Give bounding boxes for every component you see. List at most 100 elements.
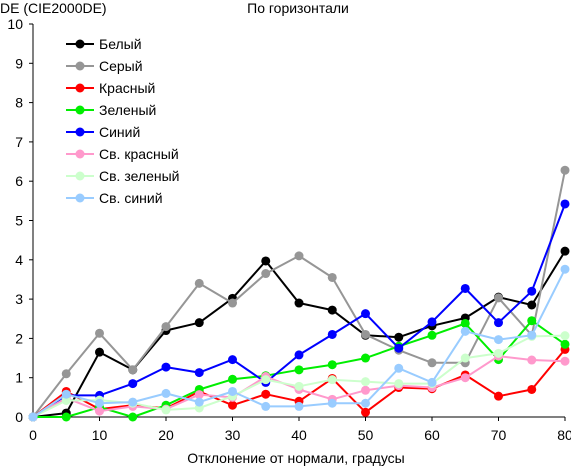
data-point — [161, 322, 171, 332]
data-point — [327, 360, 337, 370]
data-point — [28, 412, 38, 422]
data-point — [460, 373, 470, 383]
data-point — [161, 405, 171, 415]
legend-swatch-marker — [75, 83, 85, 93]
data-point — [361, 329, 370, 339]
data-point — [460, 353, 470, 363]
data-point — [95, 328, 104, 338]
y-tick-label: 0 — [15, 409, 23, 425]
y-tick-label: 4 — [15, 252, 23, 268]
y-tick-label: 1 — [15, 370, 23, 386]
data-point — [361, 309, 370, 319]
data-point — [327, 375, 337, 385]
y-tick-label: 2 — [15, 330, 23, 346]
data-point — [228, 400, 237, 410]
data-point — [560, 165, 570, 175]
data-point — [494, 348, 503, 358]
data-point — [361, 353, 370, 363]
data-point — [527, 330, 537, 340]
data-point — [560, 264, 570, 274]
data-point — [427, 330, 437, 340]
y-axis-label: DE (CIE2000DE) — [0, 0, 107, 16]
data-point — [560, 246, 570, 256]
legend-swatch-marker — [75, 61, 85, 71]
legend-swatch-marker — [75, 171, 85, 181]
data-point — [194, 390, 204, 400]
data-point — [494, 318, 503, 328]
data-point — [427, 358, 437, 368]
data-point — [128, 397, 138, 407]
data-point — [527, 286, 537, 296]
legend-item: Красный — [66, 80, 155, 96]
data-point — [228, 374, 237, 384]
legend-label: Св. красный — [99, 146, 179, 162]
data-point — [294, 251, 304, 261]
series — [28, 246, 570, 422]
legend-item: Белый — [66, 36, 142, 52]
data-point — [327, 305, 337, 315]
x-tick-label: 20 — [158, 427, 174, 443]
series-line — [32, 170, 566, 418]
data-point — [327, 329, 337, 339]
data-point — [128, 412, 138, 422]
data-point — [128, 365, 138, 375]
legend-label: Синий — [99, 124, 140, 140]
data-point — [394, 332, 404, 342]
data-point — [294, 350, 304, 360]
legend-swatch-marker — [75, 149, 85, 159]
legend-item: Синий — [66, 124, 140, 140]
data-point — [560, 339, 570, 349]
x-tick-label: 10 — [92, 427, 108, 443]
data-point — [361, 385, 370, 395]
data-point — [228, 386, 237, 396]
chart-title: По горизонтали — [247, 0, 349, 16]
data-point — [327, 272, 337, 282]
data-point — [95, 398, 104, 408]
data-point — [194, 368, 204, 378]
series-line — [32, 268, 566, 418]
legend: Белый Серый Красный Зеленый Синий Св. красный… — [66, 36, 179, 206]
data-point — [95, 347, 104, 357]
y-tick-label: 9 — [15, 55, 23, 71]
data-point — [527, 355, 537, 365]
legend-label: Белый — [99, 36, 142, 52]
data-point — [95, 406, 104, 416]
data-point — [61, 395, 71, 405]
data-point — [394, 343, 404, 353]
data-point — [361, 398, 370, 408]
y-tick-label: 7 — [15, 134, 23, 150]
data-point — [427, 377, 437, 387]
data-point — [361, 407, 370, 417]
data-point — [460, 283, 470, 293]
data-point — [261, 256, 271, 266]
data-point — [527, 316, 537, 326]
data-point — [560, 331, 570, 341]
data-point — [261, 269, 271, 279]
legend-label: Св. синий — [99, 190, 163, 206]
legend-swatch-marker — [75, 193, 85, 203]
data-point — [261, 401, 271, 411]
data-point — [294, 401, 304, 411]
data-point — [560, 199, 570, 209]
legend-item: Св. синий — [66, 190, 163, 206]
data-point — [161, 362, 171, 372]
data-point — [194, 278, 204, 288]
data-point — [294, 298, 304, 308]
legend-item: Зеленый — [66, 102, 156, 118]
y-tick-label: 8 — [15, 95, 23, 111]
data-point — [327, 398, 337, 408]
y-tick-label: 3 — [15, 291, 23, 307]
axes: 0 1 2 3 4 5 6 7 8 9 10 0 10 20 30 40 50 60 70 80 — [7, 16, 571, 443]
data-point — [361, 377, 370, 387]
data-point — [560, 356, 570, 366]
legend-swatch-marker — [75, 39, 85, 49]
x-tick-label: 70 — [491, 427, 507, 443]
x-tick-label: 80 — [557, 427, 571, 443]
x-tick-label: 30 — [225, 427, 241, 443]
y-tick-label: 5 — [15, 213, 23, 229]
legend-label: Зеленый — [99, 102, 156, 118]
data-point — [394, 379, 404, 389]
data-point — [61, 389, 71, 399]
